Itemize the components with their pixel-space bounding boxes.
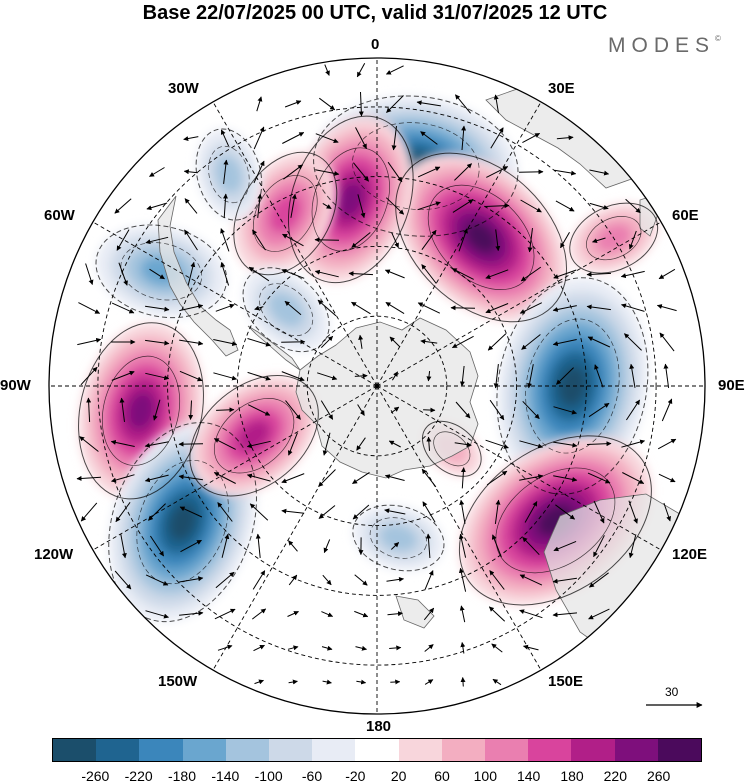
label-lon-90w: 90W <box>0 377 31 395</box>
colorbar-tick-8: 20 <box>391 768 407 784</box>
colorbar-tick-5: -100 <box>255 768 283 784</box>
colorbar-swatch-12 <box>528 739 571 761</box>
colorbar-swatch-6 <box>269 739 312 761</box>
colorbar-tick-13: 220 <box>604 768 627 784</box>
colorbar-swatch-4 <box>183 739 226 761</box>
colorbar-tick-12: 180 <box>560 768 583 784</box>
colorbar-swatch-9 <box>399 739 442 761</box>
colorbar-tick-7: -20 <box>345 768 365 784</box>
colorbar-swatch-14 <box>615 739 658 761</box>
colorbar-tick-1: -260 <box>81 768 109 784</box>
label-lon-150w: 150W <box>158 673 197 691</box>
label-lon-60e: 60E <box>672 207 699 225</box>
colorbar-swatch-8 <box>355 739 398 761</box>
label-lon-60w: 60W <box>44 207 75 225</box>
label-lon-120w: 120W <box>34 546 73 564</box>
colorbar-swatch-11 <box>485 739 528 761</box>
colorbar-tick-3: -180 <box>168 768 196 784</box>
colorbar-swatch-3 <box>139 739 182 761</box>
colorbar-swatch-5 <box>226 739 269 761</box>
vector-scale-label: 30 <box>665 685 678 699</box>
colorbar-tick-14: 260 <box>647 768 670 784</box>
label-lon-150e: 150E <box>548 673 583 691</box>
wind-arrow-60 <box>315 240 339 241</box>
colorbar-swatch-13 <box>571 739 614 761</box>
wind-arrow-152 <box>423 410 435 411</box>
label-lon-180: 180 <box>366 718 391 736</box>
label-lon-30e: 30E <box>548 80 575 98</box>
wind-arrow-99 <box>451 308 475 309</box>
colorbar <box>52 738 702 762</box>
colorbar-ticks: -260 -220 -180 -140 -100 -60 -20 20 60 100 140 180 2… <box>0 768 750 784</box>
colorbar-tick-2: -220 <box>125 768 153 784</box>
colorbar-tick-6: -60 <box>302 768 322 784</box>
colorbar-swatch-7 <box>312 739 355 761</box>
label-lon-90e: 90E <box>718 377 745 395</box>
colorbar-tick-4: -140 <box>211 768 239 784</box>
south-pole-dot <box>375 384 380 389</box>
wind-arrow-35 <box>519 172 543 173</box>
label-lon-0: 0 <box>371 36 379 54</box>
colorbar-swatch-10 <box>442 739 485 761</box>
colorbar-tick-9: 60 <box>434 768 450 784</box>
label-lon-120e: 120E <box>672 546 707 564</box>
colorbar-swatch-15 <box>658 739 701 761</box>
colorbar-tick-10: 100 <box>474 768 497 784</box>
colorbar-swatch-1 <box>53 739 96 761</box>
wind-arrow-273 <box>390 682 399 683</box>
colorbar-tick-11: 140 <box>517 768 540 784</box>
label-lon-30w: 30W <box>168 80 199 98</box>
colorbar-swatch-2 <box>96 739 139 761</box>
wind-arrow-275 <box>463 678 464 687</box>
